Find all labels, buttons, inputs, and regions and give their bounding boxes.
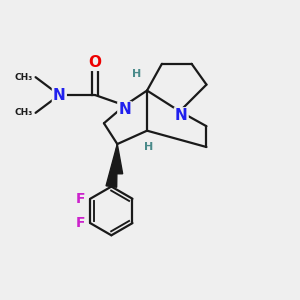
Text: N: N <box>53 88 66 103</box>
Text: CH₃: CH₃ <box>14 73 33 82</box>
Text: O: O <box>88 55 101 70</box>
Text: F: F <box>76 216 86 230</box>
Text: N: N <box>175 108 188 123</box>
Text: CH₃: CH₃ <box>14 108 33 117</box>
Text: H: H <box>132 69 141 79</box>
Polygon shape <box>106 144 117 187</box>
Polygon shape <box>112 144 123 174</box>
Text: H: H <box>144 142 153 152</box>
Text: N: N <box>118 102 131 117</box>
Text: F: F <box>76 192 86 206</box>
